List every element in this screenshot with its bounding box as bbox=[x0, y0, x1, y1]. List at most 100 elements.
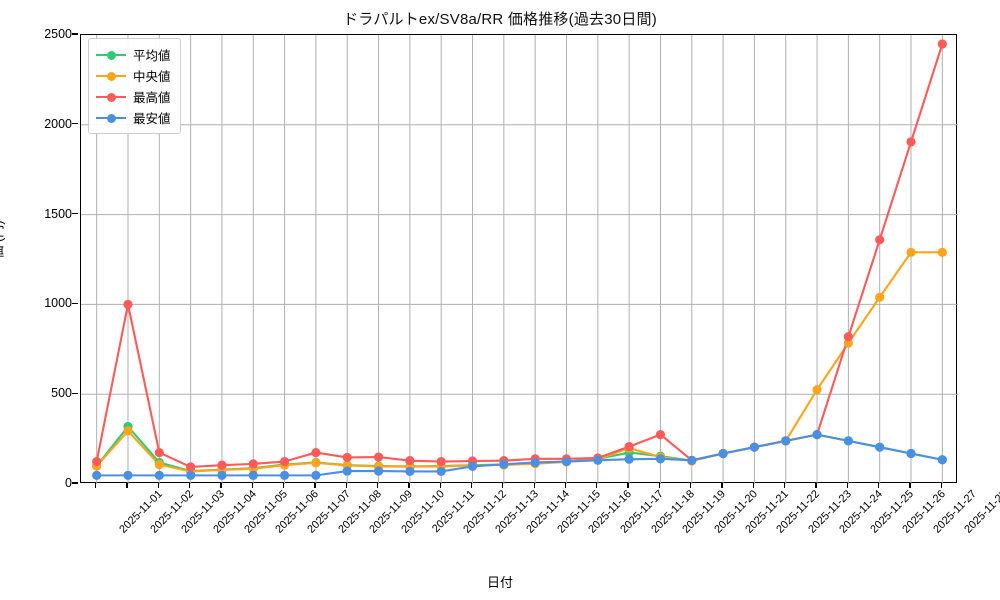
x-tick-mark bbox=[345, 483, 347, 488]
series-point bbox=[311, 470, 321, 480]
x-tick-mark bbox=[439, 483, 441, 488]
series-point bbox=[875, 292, 885, 302]
series-point bbox=[843, 332, 853, 342]
series-point bbox=[937, 455, 947, 465]
series-point bbox=[937, 247, 947, 257]
x-tick-mark bbox=[251, 483, 253, 488]
legend-label: 中央値 bbox=[133, 70, 171, 84]
legend-swatch-icon bbox=[96, 48, 126, 62]
series-point bbox=[92, 456, 102, 467]
series-point bbox=[436, 456, 446, 467]
x-tick-mark bbox=[627, 483, 629, 488]
plot-area bbox=[80, 34, 958, 484]
series-point bbox=[311, 447, 321, 458]
x-axis-tick-marks bbox=[80, 483, 957, 491]
series-point bbox=[655, 454, 666, 464]
series-point bbox=[405, 456, 415, 466]
series-point bbox=[593, 455, 603, 465]
x-tick-mark bbox=[690, 483, 692, 488]
series-point bbox=[906, 448, 916, 459]
series-point bbox=[154, 460, 164, 470]
series-point bbox=[781, 436, 791, 446]
legend-item-1[interactable]: 中央値 bbox=[96, 65, 171, 86]
y-tick-mark bbox=[72, 123, 78, 125]
series-point bbox=[436, 466, 446, 477]
y-tick-label: 2000 bbox=[44, 116, 72, 131]
y-tick-label: 2500 bbox=[44, 27, 72, 41]
series-point bbox=[311, 458, 321, 468]
series-point bbox=[123, 299, 133, 309]
series-point bbox=[843, 436, 853, 446]
series-point bbox=[937, 39, 947, 49]
legend-swatch-icon bbox=[96, 69, 126, 83]
legend-label: 最安値 bbox=[133, 112, 171, 126]
series-point bbox=[154, 470, 164, 480]
x-tick-mark bbox=[408, 483, 410, 488]
x-tick-mark bbox=[658, 483, 661, 488]
x-tick-mark bbox=[314, 483, 316, 488]
x-tick-mark bbox=[95, 483, 97, 488]
series-point bbox=[123, 470, 133, 480]
series-point bbox=[718, 448, 728, 459]
legend-item-3[interactable]: 最安値 bbox=[96, 107, 171, 128]
x-tick-mark bbox=[752, 483, 755, 488]
x-axis-label: 日付 bbox=[486, 575, 513, 590]
legend-swatch-icon bbox=[96, 111, 126, 125]
y-tick-mark bbox=[72, 212, 78, 215]
series-point bbox=[812, 430, 822, 440]
legend-label: 平均値 bbox=[133, 49, 171, 63]
series-point bbox=[217, 460, 227, 470]
series-point bbox=[812, 385, 822, 395]
x-tick-mark bbox=[470, 483, 473, 488]
series-point bbox=[906, 137, 916, 147]
series-point bbox=[655, 430, 666, 440]
x-tick-mark bbox=[784, 483, 786, 488]
series-point bbox=[186, 470, 196, 480]
legend: 平均値 中央値 最高値 最安値 bbox=[88, 38, 181, 134]
x-tick-mark bbox=[157, 483, 159, 488]
x-tick-mark bbox=[564, 483, 567, 488]
series-point bbox=[624, 454, 634, 464]
legend-item-0[interactable]: 平均値 bbox=[96, 44, 171, 65]
series-line-3 bbox=[95, 433, 944, 477]
legend-swatch-icon bbox=[96, 90, 126, 104]
x-tick-mark bbox=[909, 483, 911, 488]
x-tick-mark bbox=[815, 483, 817, 488]
y-axis-tick-labels: 0 500 1000 1500 2000 2500 bbox=[12, 27, 72, 490]
y-tick-label: 500 bbox=[51, 386, 72, 401]
y-tick-mark bbox=[72, 302, 78, 305]
legend-label: 最高値 bbox=[133, 91, 171, 105]
y-tick-label: 1500 bbox=[44, 206, 72, 221]
series-line-2 bbox=[95, 42, 944, 468]
chart-title: ドラパルトex/SV8a/RR 価格推移(過去30日間) bbox=[343, 11, 657, 28]
x-tick-mark bbox=[878, 483, 880, 488]
x-tick-mark bbox=[188, 483, 191, 488]
series-point bbox=[154, 447, 164, 458]
series-point bbox=[499, 459, 509, 469]
y-tick-mark bbox=[72, 482, 78, 484]
x-tick-mark bbox=[533, 483, 535, 488]
x-tick-mark bbox=[721, 483, 723, 488]
legend-item-2[interactable]: 最高値 bbox=[96, 86, 171, 107]
y-tick-mark bbox=[72, 392, 78, 394]
x-tick-mark bbox=[376, 483, 379, 488]
series-point bbox=[342, 466, 352, 476]
y-tick-mark bbox=[72, 33, 78, 35]
x-tick-mark bbox=[220, 483, 222, 488]
series-point bbox=[875, 235, 885, 245]
series-point bbox=[279, 456, 290, 467]
y-tick-label: 0 bbox=[65, 476, 72, 490]
series-point bbox=[749, 442, 760, 452]
series-point bbox=[373, 466, 384, 476]
series-point bbox=[123, 426, 133, 436]
x-axis-tick-labels: 2025-11-01 2025-11-02 2025-11-03 2025-11-04… bbox=[0, 488, 1000, 568]
x-tick-mark bbox=[846, 483, 849, 488]
series-point bbox=[92, 470, 102, 480]
series-point bbox=[687, 455, 697, 465]
series-point bbox=[467, 461, 478, 471]
y-axis-tick-marks bbox=[0, 33, 80, 484]
series-point bbox=[217, 470, 227, 480]
series-point bbox=[186, 462, 196, 472]
series-point bbox=[624, 442, 634, 452]
